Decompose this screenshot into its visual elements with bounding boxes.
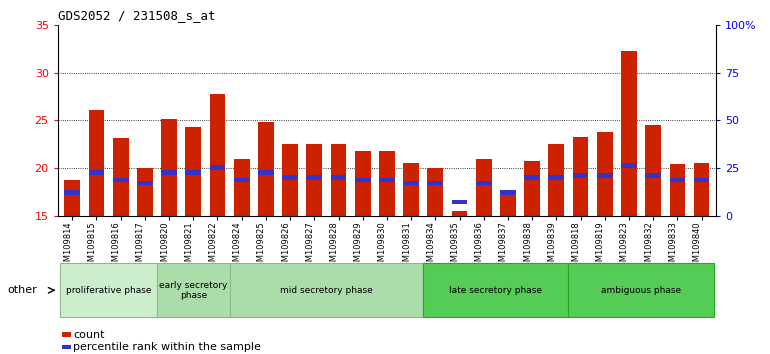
Text: percentile rank within the sample: percentile rank within the sample	[73, 342, 261, 352]
Bar	[355, 151, 370, 216]
Bar	[258, 170, 274, 175]
Bar	[330, 144, 346, 216]
Bar	[669, 178, 685, 182]
Bar	[403, 163, 419, 216]
Bar	[186, 170, 201, 175]
Bar	[60, 263, 157, 318]
Text: count: count	[73, 330, 105, 339]
Bar	[500, 195, 516, 216]
Bar	[65, 179, 80, 216]
Bar	[476, 181, 491, 185]
Bar	[621, 51, 637, 216]
Bar	[573, 137, 588, 216]
Bar	[65, 190, 80, 195]
Bar	[645, 125, 661, 216]
Bar	[476, 159, 491, 216]
Bar	[113, 178, 129, 182]
Bar	[597, 173, 613, 178]
Bar	[379, 178, 395, 182]
Text: ambiguous phase: ambiguous phase	[601, 286, 681, 295]
Bar	[568, 263, 714, 318]
Bar	[161, 170, 177, 175]
Text: late secretory phase: late secretory phase	[450, 286, 542, 295]
Bar	[427, 181, 444, 185]
Bar	[157, 263, 229, 318]
Bar	[258, 122, 274, 216]
Bar	[694, 163, 709, 216]
Bar	[89, 170, 105, 175]
Bar	[452, 211, 467, 216]
Bar	[548, 175, 564, 179]
Bar	[209, 93, 226, 216]
Bar	[234, 159, 249, 216]
Bar	[137, 181, 152, 185]
Bar	[330, 175, 346, 179]
Bar	[403, 181, 419, 185]
Text: early secretory
phase: early secretory phase	[159, 281, 227, 300]
Bar	[113, 138, 129, 216]
Bar	[209, 165, 226, 170]
Text: GDS2052 / 231508_s_at: GDS2052 / 231508_s_at	[58, 9, 216, 22]
Bar	[283, 175, 298, 179]
Bar	[186, 127, 201, 216]
Bar	[573, 173, 588, 178]
Text: proliferative phase: proliferative phase	[65, 286, 152, 295]
Bar	[306, 144, 322, 216]
Bar	[355, 178, 370, 182]
Bar	[229, 263, 424, 318]
Bar	[645, 173, 661, 178]
Bar	[283, 144, 298, 216]
Bar	[161, 119, 177, 216]
Bar	[137, 168, 152, 216]
Bar	[548, 144, 564, 216]
Bar	[524, 160, 540, 216]
Bar	[427, 168, 444, 216]
Bar	[694, 178, 709, 182]
Text: other: other	[8, 285, 38, 295]
Bar	[424, 263, 568, 318]
Bar	[379, 151, 395, 216]
Bar	[306, 175, 322, 179]
Bar	[500, 190, 516, 195]
Bar	[621, 163, 637, 168]
Bar	[234, 178, 249, 182]
Bar	[452, 200, 467, 205]
Text: mid secretory phase: mid secretory phase	[280, 286, 373, 295]
Bar	[89, 110, 105, 216]
Bar	[524, 175, 540, 179]
Bar	[597, 132, 613, 216]
Bar	[669, 164, 685, 216]
